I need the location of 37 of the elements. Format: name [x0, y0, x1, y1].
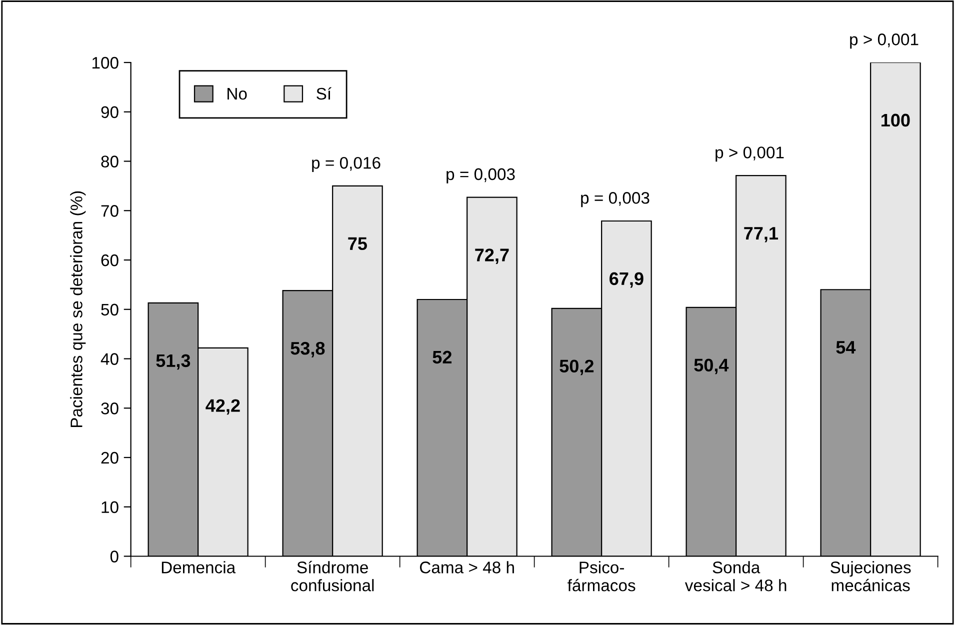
y-tick-label: 50	[101, 304, 118, 316]
annotation: p > 0,001	[716, 146, 784, 162]
y-tick-label: 90	[101, 106, 118, 118]
legend-label: Sí	[316, 87, 332, 100]
y-tick-label: 80	[101, 156, 118, 168]
data-label: 50,4	[694, 358, 729, 374]
data-label: 77,1	[744, 227, 778, 242]
y-axis-title: Pacientes que se deterioran (%)	[70, 191, 86, 428]
legend-label: No	[228, 88, 247, 100]
x-tick-label: Cama > 48 h	[420, 561, 514, 574]
y-tick-label: 30	[101, 402, 118, 414]
data-label: 100	[882, 114, 910, 127]
data-label: 52	[432, 350, 452, 364]
x-tick-label: Psico- fármacos	[568, 561, 636, 592]
data-label: 51,3	[156, 354, 190, 370]
x-tick-label: Sonda vesical > 48 h	[684, 561, 786, 592]
y-tick-label: 0	[110, 550, 118, 562]
data-label: 67,9	[610, 272, 644, 288]
x-tick-label: Demencia	[162, 561, 236, 574]
x-tick-label: Sujeciones mecánicas	[830, 561, 911, 592]
data-label: 42,2	[206, 399, 240, 415]
data-label: 75	[348, 237, 367, 250]
data-label: 50,2	[560, 360, 594, 376]
y-tick-label: 20	[101, 452, 118, 464]
data-label: 53,8	[290, 342, 325, 358]
y-tick-label: 70	[101, 205, 118, 217]
y-tick-label: 60	[101, 254, 118, 266]
data-label: 72,7	[475, 248, 509, 264]
annotation: p > 0,001	[850, 34, 918, 49]
y-tick-label: 100	[92, 56, 118, 69]
y-tick-label: 10	[102, 501, 118, 514]
x-tick-label: Síndrome confusional	[291, 560, 374, 592]
annotation: p = 0,016	[312, 156, 380, 172]
y-tick-label: 40	[100, 353, 118, 365]
data-label: 54	[836, 341, 856, 354]
annotation: p = 0,003	[581, 192, 650, 208]
annotation: p = 0,003	[446, 168, 515, 184]
